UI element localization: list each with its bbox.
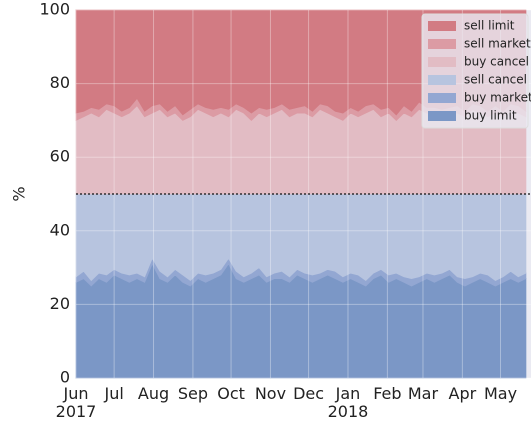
y-tick-label: 0 xyxy=(60,368,70,387)
x-tick-label: Oct xyxy=(217,384,245,403)
x-tick-label: Jun 2017 xyxy=(56,384,97,421)
legend-label: buy market xyxy=(464,91,531,105)
y-axis-label: % xyxy=(10,186,29,201)
legend-swatch xyxy=(428,57,456,67)
legend-swatch xyxy=(428,93,456,103)
x-tick-label: Dec xyxy=(293,384,324,403)
legend-swatch xyxy=(428,111,456,121)
legend-label: sell cancel xyxy=(464,73,527,87)
y-tick-label: 60 xyxy=(50,147,70,166)
x-tick-label: Sep xyxy=(178,384,208,403)
legend-swatch xyxy=(428,75,456,85)
legend-label: sell limit xyxy=(464,19,515,33)
y-tick-label: 100 xyxy=(39,0,70,19)
legend-label: buy cancel xyxy=(464,55,529,69)
legend-label: sell market xyxy=(464,37,531,51)
legend-label: buy limit xyxy=(464,109,517,123)
x-tick-label: Aug xyxy=(138,384,169,403)
x-tick-label: Mar xyxy=(408,384,439,403)
x-tick-label: Apr xyxy=(449,384,477,403)
y-tick-label: 20 xyxy=(50,294,70,313)
x-tick-label: Feb xyxy=(373,384,401,403)
x-tick-label: Nov xyxy=(255,384,286,403)
legend-swatch xyxy=(428,39,456,49)
y-tick-label: 80 xyxy=(50,73,70,92)
y-tick-label: 40 xyxy=(50,220,70,239)
x-tick-label: May xyxy=(484,384,517,403)
x-tick-label: Jan 2018 xyxy=(328,384,369,421)
legend-swatch xyxy=(428,21,456,31)
area xyxy=(75,193,527,282)
x-tick-label: Jul xyxy=(103,384,123,403)
